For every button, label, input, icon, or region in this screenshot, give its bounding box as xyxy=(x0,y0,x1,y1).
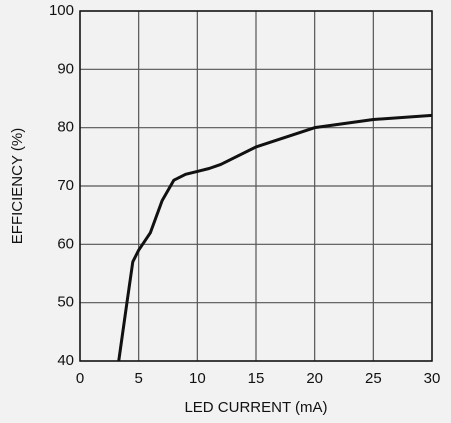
y-tick-label: 40 xyxy=(57,352,74,369)
x-tick-label: 0 xyxy=(76,370,84,387)
x-tick-label: 25 xyxy=(365,370,382,387)
x-tick-label: 10 xyxy=(189,370,206,387)
y-tick-label: 70 xyxy=(57,177,74,194)
y-tick-label: 80 xyxy=(57,119,74,136)
data-line xyxy=(117,113,433,362)
x-tick-label: 15 xyxy=(248,370,265,387)
plot-frame xyxy=(79,10,433,362)
y-tick-label: 50 xyxy=(57,294,74,311)
x-axis-label: LED CURRENT (mA) xyxy=(184,399,327,416)
y-tick-label: 90 xyxy=(57,60,74,77)
y-tick-label: 100 xyxy=(49,2,74,19)
y-axis-label: EFFICIENCY (%) xyxy=(9,128,26,244)
x-tick-label: 30 xyxy=(424,370,441,387)
x-tick-label: 20 xyxy=(306,370,323,387)
x-tick-label: 5 xyxy=(134,370,142,387)
y-tick-label: 60 xyxy=(57,235,74,252)
